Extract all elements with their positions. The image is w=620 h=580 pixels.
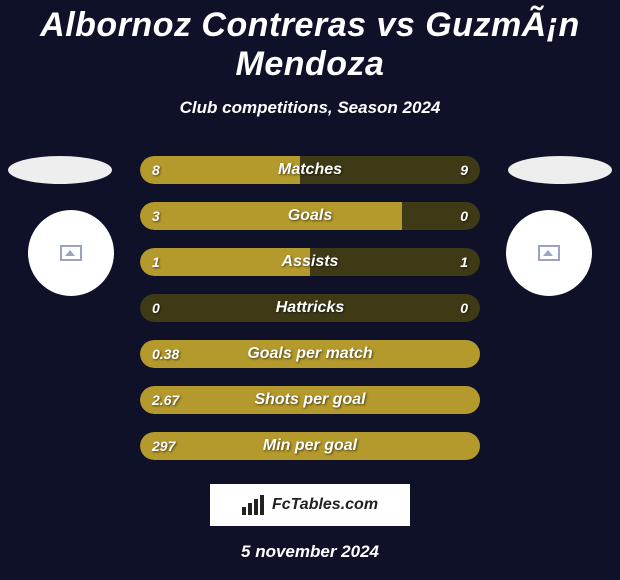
- stat-bar-row: Min per goal297: [140, 432, 480, 460]
- stat-bar-left-fill: [140, 386, 480, 414]
- stat-bar-left-fill: [140, 248, 310, 276]
- stat-bar-row: Assists11: [140, 248, 480, 276]
- image-placeholder-icon: [60, 245, 82, 261]
- player-left-flag-oval: [8, 156, 112, 184]
- stat-bar-row: Matches89: [140, 156, 480, 184]
- brand-footer-box: FcTables.com: [210, 484, 410, 526]
- player-left-avatar: [28, 210, 114, 296]
- stat-bar-left-fill: [140, 294, 310, 322]
- stat-bar-left-fill: [140, 156, 300, 184]
- stat-bar-right-fill: [310, 294, 480, 322]
- player-right-flag-oval: [508, 156, 612, 184]
- stat-bar-left-fill: [140, 202, 402, 230]
- stat-bar-row: Shots per goal2.67: [140, 386, 480, 414]
- image-placeholder-icon: [538, 245, 560, 261]
- stat-bar-right-fill: [402, 202, 480, 230]
- stats-area: Matches89 Goals30 Assists11 Hattricks00 Goal…: [0, 156, 620, 466]
- footer-date: 5 november 2024: [0, 542, 620, 562]
- stat-bar-left-fill: [140, 432, 480, 460]
- stat-bar-row: Goals per match0.38: [140, 340, 480, 368]
- stat-bar-right-fill: [310, 248, 480, 276]
- subtitle: Club competitions, Season 2024: [0, 98, 620, 118]
- brand-text: FcTables.com: [272, 496, 378, 514]
- bars-logo-icon: [242, 495, 266, 515]
- stat-bar-row: Goals30: [140, 202, 480, 230]
- stat-bar-left-fill: [140, 340, 480, 368]
- player-right-avatar: [506, 210, 592, 296]
- stat-bar-row: Hattricks00: [140, 294, 480, 322]
- page-title: Albornoz Contreras vs GuzmÃ¡n Mendoza: [0, 0, 620, 84]
- stat-bar-right-fill: [300, 156, 480, 184]
- stat-bars-container: Matches89 Goals30 Assists11 Hattricks00 Goal…: [140, 156, 480, 478]
